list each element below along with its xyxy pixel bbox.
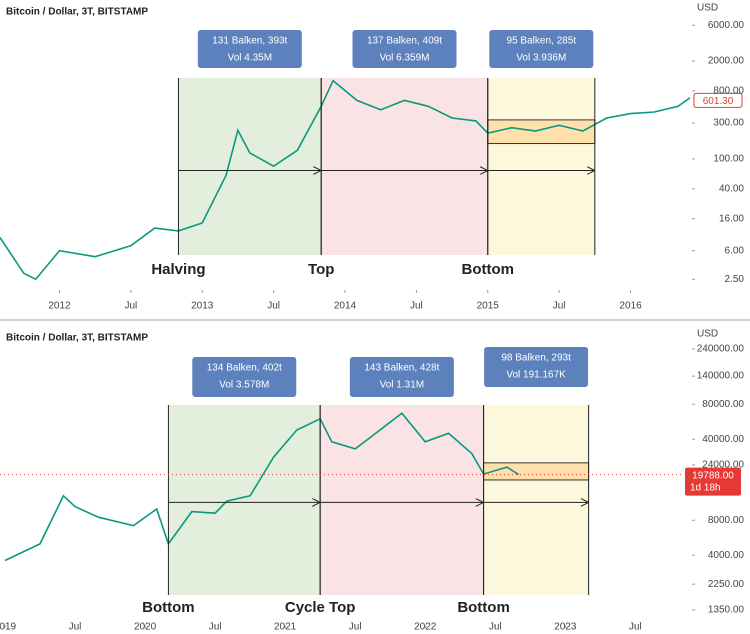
y-tick-label: 4000.00 xyxy=(708,550,745,561)
range-box xyxy=(487,119,596,145)
y-tick-label: 100.00 xyxy=(713,154,744,165)
chart-title: Bitcoin / Dollar, 3T, BITSTAMP xyxy=(6,7,148,18)
annotation-text: 95 Balken, 285t xyxy=(507,36,577,47)
y-tick-label: 40000.00 xyxy=(702,434,744,445)
last-price-label: 19788.00 xyxy=(692,470,734,481)
countdown-label: 1d 18h xyxy=(690,482,721,493)
x-tick-label: 2015 xyxy=(477,301,500,312)
x-tick-label: Jul xyxy=(553,301,566,312)
annotation-text: Vol 6.359M xyxy=(379,53,429,64)
y-axis-label: USD xyxy=(697,329,718,340)
price-line xyxy=(0,79,691,281)
y-tick-label: 40.00 xyxy=(719,183,744,194)
phase-label: Bottom xyxy=(462,261,515,278)
last-price-label: 601.30 xyxy=(703,96,734,107)
y-tick-label: 8000.00 xyxy=(708,515,745,526)
annotation-box xyxy=(489,30,594,68)
y-tick-label: 240000.00 xyxy=(697,344,745,355)
phase-label: Halving xyxy=(151,261,205,278)
x-tick-label: Jul xyxy=(209,622,222,633)
y-axis-label: USD xyxy=(697,3,718,14)
price-line xyxy=(4,412,520,562)
y-tick-label: 16.00 xyxy=(719,213,744,224)
y-tick-label: 800.00 xyxy=(713,86,744,97)
phase-region xyxy=(483,405,589,595)
y-tick-label: 80000.00 xyxy=(702,399,744,410)
x-tick-label: 2014 xyxy=(334,301,357,312)
phase-label: Bottom xyxy=(457,599,510,616)
x-tick-label: Jul xyxy=(267,301,280,312)
annotation-box xyxy=(352,30,457,68)
annotation-text: Vol 3.578M xyxy=(219,380,269,391)
x-tick-label: Jul xyxy=(349,622,362,633)
phase-region xyxy=(321,78,488,255)
annotation-box xyxy=(192,357,297,397)
y-tick-label: 6.00 xyxy=(725,245,745,256)
y-tick-label: 2000.00 xyxy=(708,56,745,67)
y-tick-label: 6000.00 xyxy=(708,20,745,31)
annotation-text: Vol 4.35M xyxy=(228,53,272,64)
x-tick-label: 2020 xyxy=(134,622,157,633)
chart-title: Bitcoin / Dollar, 3T, BITSTAMP xyxy=(6,333,148,344)
x-tick-label: 2019 xyxy=(0,622,17,633)
y-tick-label: 24000.00 xyxy=(702,460,744,471)
annotation-box xyxy=(349,357,454,397)
x-tick-label: Jul xyxy=(124,301,137,312)
y-tick-label: 2250.00 xyxy=(708,579,745,590)
annotation-text: 98 Balken, 293t xyxy=(501,353,571,364)
phase-label: Bottom xyxy=(142,599,195,616)
y-tick-label: 2.50 xyxy=(725,274,745,285)
x-tick-label: Jul xyxy=(629,622,642,633)
x-tick-label: 2013 xyxy=(191,301,214,312)
phase-region xyxy=(178,78,322,255)
phase-region xyxy=(168,405,321,595)
x-tick-label: Jul xyxy=(410,301,423,312)
annotation-box xyxy=(197,30,302,68)
x-tick-label: 2016 xyxy=(619,301,642,312)
annotation-text: 134 Balken, 402t xyxy=(207,363,282,374)
last-price-tag xyxy=(693,92,743,108)
y-tick-label: 140000.00 xyxy=(697,371,745,382)
phase-region xyxy=(320,405,484,595)
y-tick-label: 300.00 xyxy=(713,118,744,129)
annotation-box xyxy=(484,347,589,387)
x-tick-label: 2023 xyxy=(554,622,577,633)
x-tick-label: 2022 xyxy=(414,622,437,633)
phase-label: Cycle Top xyxy=(285,599,356,616)
phase-region xyxy=(487,78,595,255)
annotation-text: 131 Balken, 393t xyxy=(212,36,287,47)
x-tick-label: 2012 xyxy=(48,301,71,312)
annotation-text: Vol 1.31M xyxy=(380,380,424,391)
x-tick-label: 2021 xyxy=(274,622,297,633)
annotation-text: 137 Balken, 409t xyxy=(367,36,442,47)
annotation-text: Vol 191.167K xyxy=(506,370,566,381)
range-box xyxy=(483,462,590,481)
annotation-text: Vol 3.936M xyxy=(516,53,566,64)
annotation-text: 143 Balken, 428t xyxy=(364,363,439,374)
y-tick-label: 1350.00 xyxy=(708,605,745,616)
x-tick-label: Jul xyxy=(69,622,82,633)
x-tick-label: Jul xyxy=(489,622,502,633)
last-price-tag xyxy=(685,467,741,496)
phase-label: Top xyxy=(308,261,334,278)
